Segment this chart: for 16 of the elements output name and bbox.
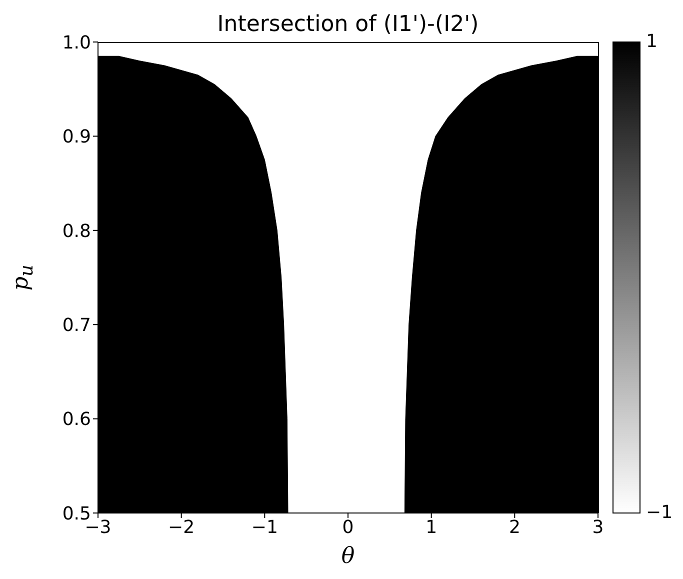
y-tick-label: 1.0: [62, 32, 91, 54]
y-tick-label: 0.7: [62, 314, 91, 336]
color-bar-label: −1: [646, 502, 673, 523]
chart-title: Intersection of (I1')-(I2'): [216, 12, 480, 37]
x-tick-label: 1: [426, 516, 438, 538]
y-tick-label: 0.9: [62, 126, 91, 148]
x-tick-label: 3: [592, 516, 604, 538]
color-bar-label: 1: [646, 30, 658, 52]
x-tick-label: 2: [508, 516, 520, 538]
x-tick-label: −2: [168, 516, 195, 538]
y-tick-label: 0.8: [62, 220, 91, 242]
x-axis-title: θ: [340, 544, 356, 569]
x-tick-label: 0: [342, 516, 354, 538]
y-tick-label: 0.6: [62, 409, 91, 430]
y-tick-label: 0.5: [62, 503, 91, 524]
x-tick-label: −1: [251, 516, 278, 538]
